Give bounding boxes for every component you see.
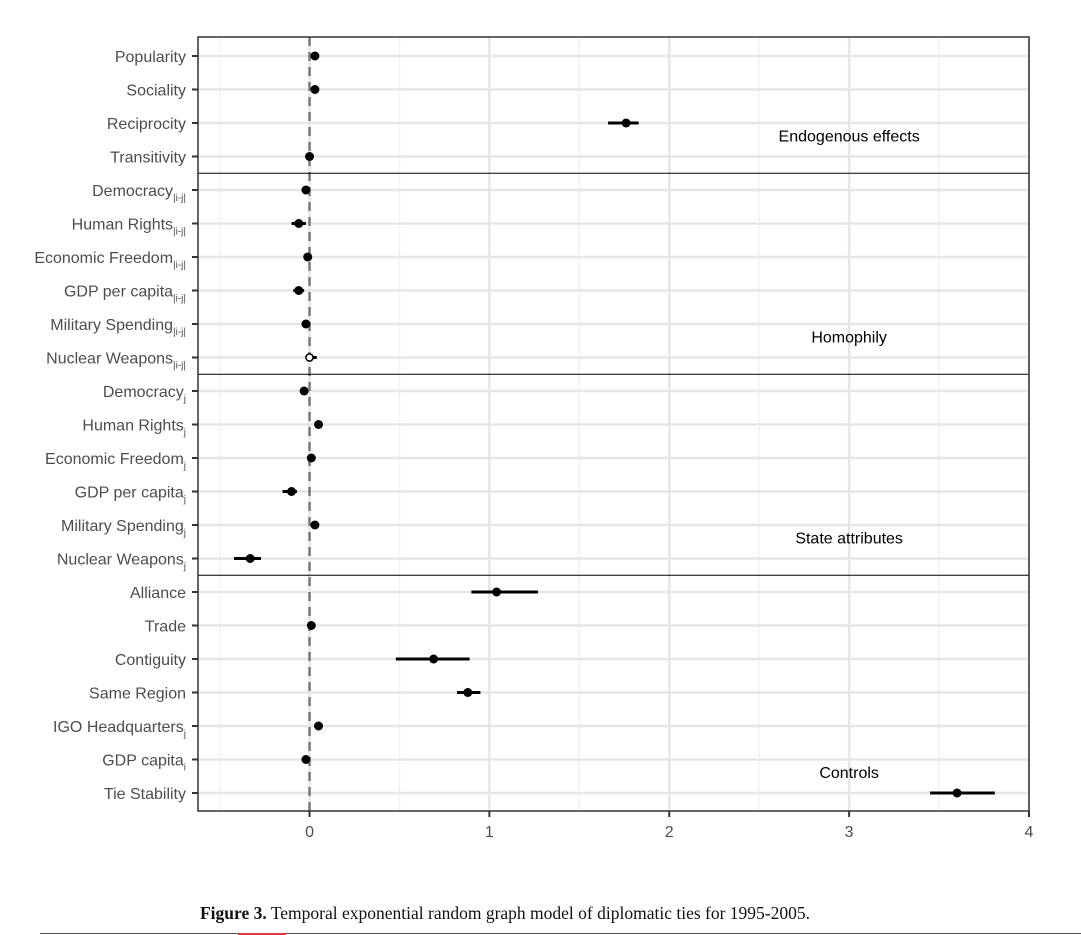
figure-label: Figure 3. — [199, 903, 267, 923]
point-estimate — [314, 420, 324, 429]
y-tick-label: GDP capitai — [102, 753, 186, 774]
point-estimate — [294, 286, 304, 295]
y-tick-label-subscript: j — [183, 428, 186, 439]
y-tick-label: Reciprocity — [107, 116, 186, 133]
figure-caption-text: Temporal exponential random graph model … — [270, 903, 811, 923]
y-tick-label-subscript: j — [183, 495, 186, 506]
page-rule-accent — [238, 933, 286, 935]
y-tick-label: Human Rightsj — [82, 418, 186, 439]
y-tick-label: Economic Freedomj — [45, 451, 186, 472]
y-tick-label: Human Rights|i-j| — [72, 217, 186, 238]
group-label: Endogenous effects — [779, 128, 920, 145]
y-tick-label: Nuclear Weaponsj — [57, 552, 186, 573]
point-estimate — [305, 353, 314, 362]
point-estimate — [303, 252, 313, 262]
y-tick-label: Popularity — [115, 49, 186, 66]
x-tick-label: 4 — [1025, 824, 1034, 841]
y-tick-label: Transitivity — [110, 150, 186, 167]
x-tick-label: 1 — [485, 824, 494, 841]
y-tick-label-subscript: |i-j| — [173, 193, 186, 204]
y-tick-label: Alliance — [130, 585, 186, 602]
y-tick-label: Democracy|i-j| — [92, 183, 186, 204]
y-tick-label: Nuclear Weapons|i-j| — [46, 351, 186, 372]
y-tick-label: Democracyj — [103, 384, 186, 405]
figure-caption: Figure 3. Temporal exponential random gr… — [0, 903, 1010, 924]
y-tick-label: Economic Freedom|i-j| — [34, 250, 186, 271]
point-estimate — [301, 185, 311, 195]
y-tick-label-subscript: |i-j| — [173, 227, 186, 238]
y-tick-label: Sociality — [126, 83, 186, 100]
point-estimate — [429, 654, 439, 664]
point-estimate — [306, 621, 316, 630]
point-estimate — [621, 118, 631, 128]
y-tick-label-subscript: |i-j| — [173, 361, 186, 372]
y-tick-label-subscript: j — [183, 562, 186, 573]
x-tick-label: 0 — [305, 824, 314, 841]
y-tick-label-subscript: |i-j| — [173, 327, 186, 338]
y-tick-label-subscript: j — [183, 394, 186, 405]
y-tick-label: Military Spending|i-j| — [50, 317, 186, 338]
point-estimate — [301, 755, 311, 764]
point-estimate — [314, 721, 324, 731]
point-estimate — [245, 554, 255, 563]
y-tick-label: IGO Headquartersj — [53, 719, 186, 740]
y-tick-label: Tie Stability — [104, 786, 186, 803]
group-label: State attributes — [795, 530, 903, 547]
y-tick-label: Trade — [145, 619, 186, 636]
point-estimate — [310, 85, 320, 94]
point-estimate — [952, 788, 962, 798]
group-label: Homophily — [811, 329, 887, 346]
y-tick-label-subscript: |i-j| — [173, 260, 186, 271]
point-estimate — [305, 152, 315, 161]
group-label: Controls — [819, 765, 879, 782]
x-tick-label: 3 — [845, 824, 854, 841]
point-estimate — [492, 587, 502, 597]
point-estimate — [310, 520, 320, 530]
y-tick-label: GDP per capita|i-j| — [64, 284, 186, 305]
point-estimate — [294, 219, 304, 228]
point-estimate — [310, 51, 320, 61]
y-tick-label-subscript: j — [183, 528, 186, 539]
y-tick-label: Military Spendingj — [61, 518, 186, 539]
point-estimate — [463, 688, 473, 697]
point-estimate — [299, 386, 309, 396]
point-estimate — [287, 487, 297, 496]
y-tick-label-subscript: |i-j| — [173, 294, 186, 305]
coefficient-plot: Endogenous effects Homophily State attribu… — [34, 36, 1034, 841]
point-estimate — [306, 453, 316, 463]
y-tick-label: Contiguity — [115, 652, 186, 669]
y-tick-label-subscript: j — [183, 461, 186, 472]
page-rule — [40, 933, 1081, 934]
y-tick-label-subscript: j — [183, 729, 186, 740]
y-tick-label: Same Region — [89, 686, 186, 703]
x-tick-label: 2 — [665, 824, 674, 841]
point-estimate — [301, 319, 311, 329]
y-tick-label-subscript: i — [184, 763, 186, 774]
y-tick-label: GDP per capitaj — [75, 485, 186, 506]
